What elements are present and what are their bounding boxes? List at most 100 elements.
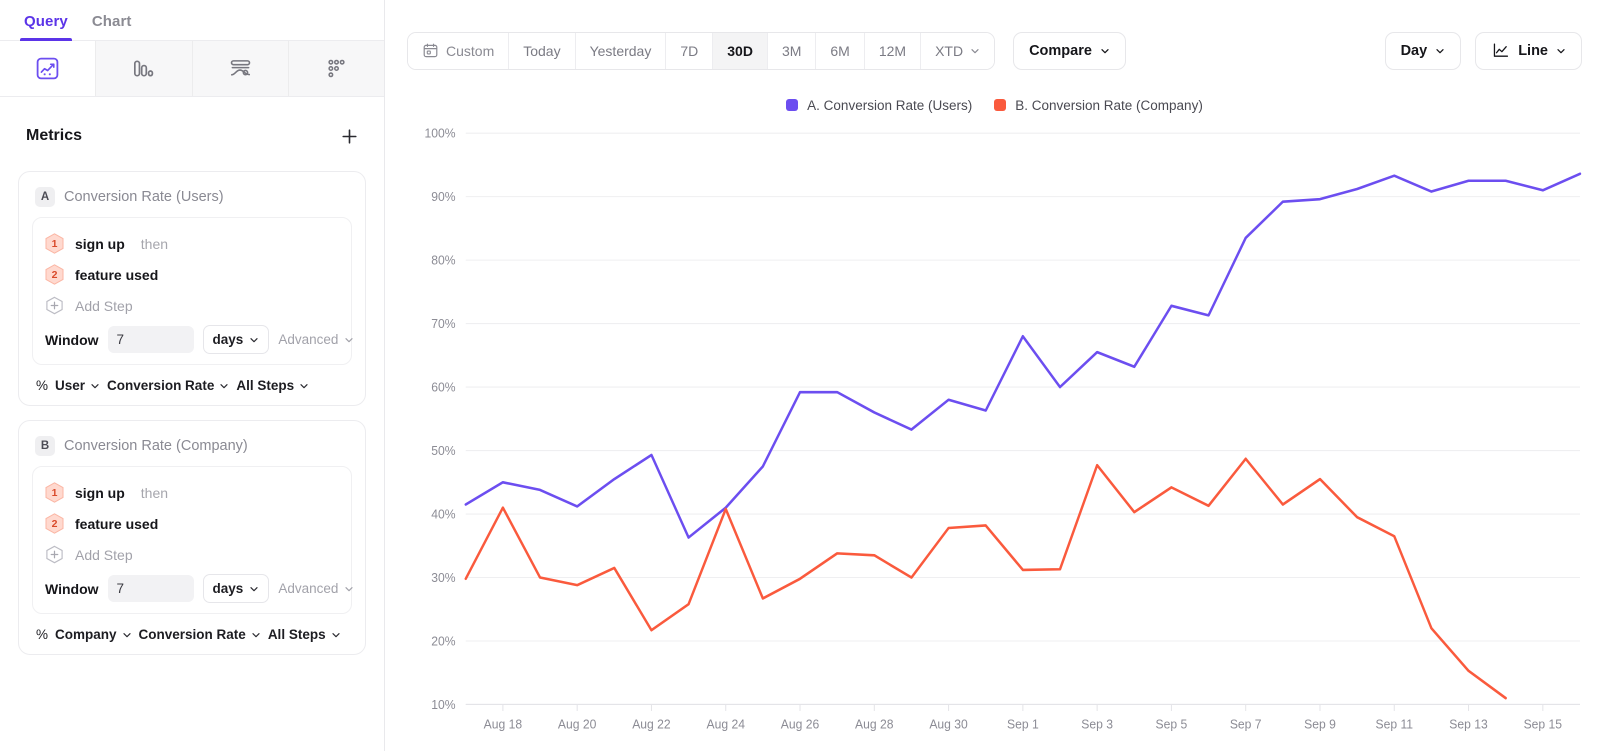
hexagon-icon [45, 482, 64, 503]
tab-chart[interactable]: Chart [91, 13, 132, 30]
tab-query[interactable]: Query [12, 13, 80, 41]
chevron-down-icon [345, 586, 353, 591]
window-unit-select[interactable]: days [202, 325, 270, 354]
metric-b-advanced-toggle[interactable]: Advanced [278, 581, 357, 596]
chevron-down-icon [1101, 48, 1109, 53]
compare-button[interactable]: Compare [1013, 31, 1126, 70]
metric-a-measure-select[interactable]: Conversion Rate [107, 378, 229, 393]
metric-b-measure-select[interactable]: Conversion Rate [139, 627, 261, 642]
date-range-today[interactable]: Today [509, 32, 576, 69]
add-step-label: Add Step [75, 297, 133, 314]
viz-option-line-chart[interactable] [0, 41, 97, 96]
svg-text:Aug 18: Aug 18 [484, 717, 522, 731]
step-number-badge: 1 [45, 233, 64, 254]
step-number-badge: 2 [45, 264, 64, 285]
hexagon-icon [45, 233, 64, 254]
compare-label: Compare [1029, 42, 1092, 59]
svg-text:90%: 90% [431, 190, 455, 204]
date-range-custom[interactable]: Custom [408, 32, 510, 69]
chevron-down-icon [300, 383, 308, 388]
svg-text:70%: 70% [431, 317, 455, 331]
chevron-down-icon [122, 632, 131, 637]
svg-text:80%: 80% [431, 253, 455, 267]
metric-b-scope-select[interactable]: All Steps [268, 627, 341, 642]
window-unit-select[interactable]: days [202, 574, 270, 603]
legend-item-series-b[interactable]: B. Conversion Rate (Company) [994, 98, 1203, 113]
chevron-down-icon [1436, 48, 1444, 53]
metric-a-advanced-toggle[interactable]: Advanced [278, 332, 357, 347]
metric-a-steps: 1 sign up then 2 feature used Add Step [32, 217, 353, 365]
date-range-3m[interactable]: 3M [767, 32, 817, 69]
viz-option-funnel-flow[interactable] [192, 41, 289, 96]
chevron-down-icon [250, 586, 258, 591]
metric-b-step-2[interactable]: 2 feature used [45, 508, 339, 539]
chevron-down-icon [345, 337, 353, 342]
line-chart-icon [36, 57, 59, 80]
chart-toolbar: Custom Today Yesterday 7D 30D 3M 6M 12M … [407, 0, 1582, 96]
svg-text:Aug 30: Aug 30 [929, 717, 967, 731]
viz-option-retention-grid[interactable] [288, 41, 384, 96]
svg-text:Aug 28: Aug 28 [855, 717, 893, 731]
metric-b-add-step[interactable]: Add Step [45, 539, 339, 568]
measure-label: Conversion Rate [138, 627, 246, 642]
chevron-down-icon [91, 383, 99, 388]
metric-a-step-2[interactable]: 2 feature used [45, 259, 339, 290]
bar-chart-icon [134, 60, 154, 77]
sidebar-tabs: Query Chart [0, 0, 384, 41]
svg-text:Sep 5: Sep 5 [1156, 717, 1188, 731]
date-range-7d[interactable]: 7D [666, 32, 714, 69]
metric-b-window-row: Window days Advanced [45, 568, 353, 603]
entity-label: Company [55, 627, 117, 642]
legend-item-series-a[interactable]: A. Conversion Rate (Users) [786, 98, 972, 113]
step-number-badge: 2 [45, 513, 64, 534]
metric-card-a: A Conversion Rate (Users) 1 sign up then… [18, 171, 366, 406]
window-unit-label: days [212, 332, 244, 347]
date-range-12m[interactable]: 12M [864, 32, 922, 69]
window-input[interactable] [107, 575, 194, 602]
chart-panel: Custom Today Yesterday 7D 30D 3M 6M 12M … [385, 0, 1600, 751]
chevron-down-icon [331, 632, 340, 637]
viz-option-bar-chart[interactable] [96, 41, 193, 96]
advanced-label: Advanced [278, 581, 339, 596]
window-label: Window [45, 580, 99, 597]
step-connector: then [140, 235, 169, 252]
date-range-selector: Custom Today Yesterday 7D 30D 3M 6M 12M … [407, 31, 996, 70]
step-number: 2 [51, 268, 58, 281]
svg-text:50%: 50% [431, 444, 455, 458]
query-sidebar: Query Chart [0, 0, 385, 751]
svg-text:Aug 26: Aug 26 [781, 717, 819, 731]
plus-icon [341, 128, 357, 144]
chart-plot-area[interactable]: 10% 20% 30% 40% 50% 60% 70% 80% 90% 100% Aug 18 Aug… [407, 118, 1582, 751]
add-metric-button[interactable] [336, 123, 362, 149]
metric-a-entity-select[interactable]: User [55, 378, 100, 393]
window-input[interactable] [107, 326, 194, 353]
calendar-icon [423, 43, 438, 58]
chevron-down-icon [252, 632, 260, 637]
metric-a-window-row: Window days Advanced [45, 319, 353, 354]
metric-b-letter: B [35, 436, 55, 456]
chevron-down-icon [1557, 48, 1565, 53]
chart-type-select[interactable]: Line [1475, 31, 1582, 70]
metric-b-entity-select[interactable]: Company [55, 627, 132, 642]
date-range-xtd[interactable]: XTD [921, 32, 995, 69]
svg-text:Sep 13: Sep 13 [1449, 717, 1487, 731]
date-range-custom-label: Custom [446, 42, 495, 59]
add-step-label: Add Step [75, 546, 133, 563]
metric-a-name[interactable]: Conversion Rate (Users) [64, 189, 224, 205]
date-range-6m[interactable]: 6M [816, 32, 865, 69]
metric-b-name[interactable]: Conversion Rate (Company) [64, 438, 248, 454]
metric-a-step-1[interactable]: 1 sign up then [45, 228, 339, 259]
date-range-yesterday[interactable]: Yesterday [575, 32, 667, 69]
metric-a-scope-select[interactable]: All Steps [236, 378, 309, 393]
add-step-plus-icon [46, 296, 63, 315]
chevron-down-icon [250, 337, 258, 342]
date-range-30d[interactable]: 30D [713, 32, 768, 69]
metric-card-b: B Conversion Rate (Company) 1 sign up th… [18, 420, 366, 655]
granularity-select[interactable]: Day [1384, 31, 1462, 70]
advanced-label: Advanced [278, 332, 339, 347]
metric-a-add-step[interactable]: Add Step [45, 290, 339, 319]
chart-type-label: Line [1518, 42, 1548, 59]
metric-b-step-1[interactable]: 1 sign up then [45, 477, 339, 508]
granularity-label: Day [1400, 42, 1428, 59]
measure-label: Conversion Rate [107, 378, 215, 393]
